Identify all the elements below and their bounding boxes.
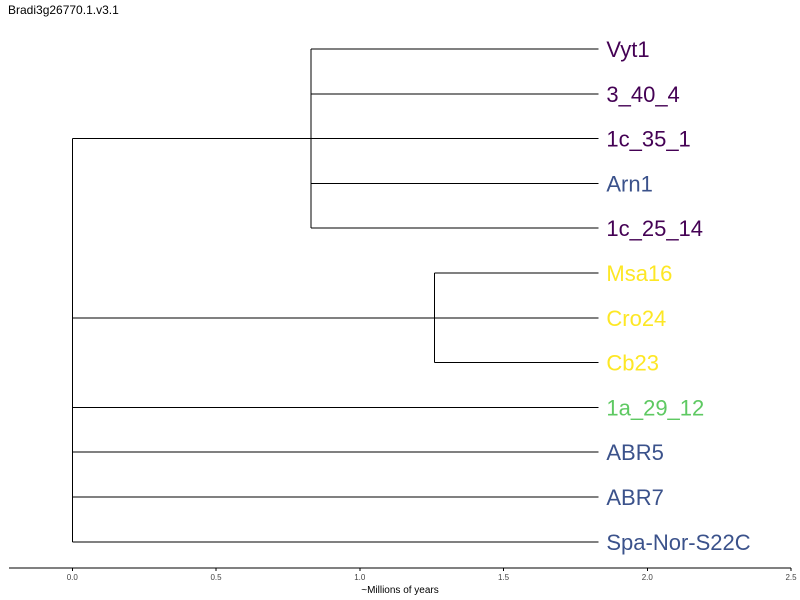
leaf-label-Vyt1: Vyt1 [606,37,649,62]
leaf-label-ABR5: ABR5 [606,440,663,465]
leaf-label-1c_35_1: 1c_35_1 [606,127,690,152]
x-axis: 0.0 0.5 1.0 1.5 2.0 2.5 ~Millions of years [9,567,797,596]
tree-edges [71,48,599,543]
leaf-label-Spa-Nor-S22C: Spa-Nor-S22C [606,530,750,555]
x-tick-label-2.0: 2.0 [642,573,654,582]
leaf-label-Msa16: Msa16 [606,261,672,286]
leaf-label-ABR7: ABR7 [606,485,663,510]
leaf-labels: Vyt1 3_40_4 1c_35_1 Arn1 1c_25_14 Msa16 Cro24 C… [606,37,750,555]
leaf-label-Cro24: Cro24 [606,306,666,331]
leaf-label-1a_29_12: 1a_29_12 [606,395,704,420]
leaf-label-1c_25_14: 1c_25_14 [606,216,703,241]
x-tick-label-0.0: 0.0 [67,573,79,582]
leaf-label-Arn1: Arn1 [606,171,652,196]
x-tick-label-1.0: 1.0 [354,573,366,582]
x-axis-label: ~Millions of years [361,585,439,596]
x-tick-label-0.5: 0.5 [210,573,222,582]
figure-title: Bradi3g26770.1.v3.1 [8,3,119,17]
x-tick-label-1.5: 1.5 [498,573,510,582]
x-tick-label-2.5: 2.5 [785,573,797,582]
leaf-label-Cb23: Cb23 [606,351,659,376]
leaf-label-3_40_4: 3_40_4 [606,82,679,107]
